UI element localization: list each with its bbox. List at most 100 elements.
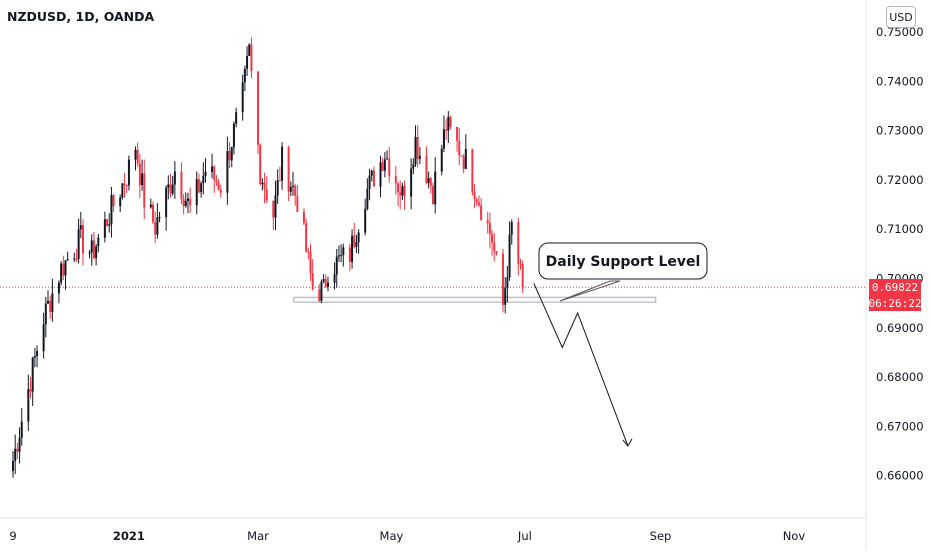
candle-body (184, 200, 187, 207)
support-zone (293, 296, 657, 303)
candle-body (351, 235, 354, 262)
candle-body (51, 293, 54, 312)
candle-body (460, 155, 463, 157)
candle-body (97, 237, 100, 247)
candle-body (257, 71, 259, 145)
candle-body (348, 247, 351, 262)
candle-body (311, 273, 314, 290)
candle-body (495, 251, 498, 254)
candle-body (458, 140, 461, 156)
projection-layer (533, 283, 633, 447)
candle-body (213, 166, 216, 181)
bar-countdown-label: 06:26:22 (868, 295, 922, 312)
candle-body (250, 44, 253, 72)
candle-body (195, 179, 198, 206)
time-axis[interactable]: 9 2021 Mar May Jul Sep Nov (9, 529, 805, 543)
candle-body (263, 182, 266, 190)
candle-body (366, 188, 369, 209)
candle-body (16, 448, 19, 452)
y-tick-label: 0.74000 (876, 74, 924, 88)
x-tick-label: 2021 (113, 529, 145, 543)
candle-body (456, 127, 459, 141)
candle-body (432, 186, 434, 205)
candle-body (119, 197, 122, 207)
candle-body (18, 437, 21, 452)
candle-body (287, 146, 290, 192)
candle-body (506, 277, 509, 289)
candle-body (180, 171, 183, 200)
candle-body (302, 211, 305, 224)
y-tick-label: 0.73000 (876, 124, 924, 138)
candle-body (261, 182, 264, 185)
candle-body (136, 149, 139, 164)
candle-body (445, 129, 448, 131)
price-axis[interactable]: 0.750000.740000.730000.720000.710000.700… (876, 25, 924, 482)
candle-body (412, 164, 415, 169)
candle-body (64, 260, 67, 276)
candle-body (197, 179, 200, 193)
callout-label: Daily Support Level (546, 254, 701, 270)
candles-layer (12, 37, 524, 478)
candle-body (335, 256, 338, 275)
candle-body (504, 288, 507, 305)
candle-body (399, 192, 402, 196)
candle-body (394, 176, 397, 184)
candle-body (449, 116, 452, 128)
candle-body (235, 112, 238, 124)
candle-body (477, 202, 480, 206)
candle-body (340, 255, 343, 257)
candle-body (44, 303, 47, 325)
candle-body (232, 123, 235, 148)
currency-button[interactable]: USD (886, 6, 916, 28)
candle-body (502, 253, 504, 305)
candle-body (215, 180, 218, 183)
candle-body (510, 221, 513, 235)
candle-body (73, 258, 76, 260)
candle-body (388, 158, 391, 177)
candle-body (226, 151, 229, 193)
candle-body (337, 255, 340, 257)
candle-body (66, 259, 69, 261)
candle-body (134, 149, 137, 160)
candle-body (493, 242, 496, 252)
candle-body (521, 264, 524, 289)
candle-body (243, 68, 246, 83)
y-tick-label: 0.68000 (876, 370, 924, 384)
candle-body (77, 229, 80, 259)
candle-body (169, 184, 172, 194)
candle-body (246, 55, 249, 69)
candle-body (333, 274, 336, 283)
candle-body (318, 289, 321, 301)
candle-body (259, 144, 262, 185)
candle-body (62, 263, 65, 276)
candle-body (33, 356, 36, 358)
candle-body (228, 151, 231, 161)
candle-body (12, 461, 14, 471)
candle-body (381, 162, 384, 171)
y-tick-label: 0.67000 (876, 419, 924, 433)
candle-body (90, 240, 93, 253)
candle-body (189, 198, 192, 206)
candle-body (204, 171, 207, 176)
candle-body (123, 183, 126, 185)
candle-body (342, 247, 345, 256)
candle-body (49, 300, 52, 312)
candle-body (187, 198, 189, 201)
candle-body (200, 183, 203, 193)
candle-body (486, 220, 489, 223)
candle-body (143, 173, 146, 208)
candle-body (410, 168, 413, 197)
candle-body (274, 195, 277, 218)
candle-body (357, 232, 360, 243)
candle-body (141, 173, 144, 185)
candle-body (491, 234, 494, 243)
support-zone-layer (0, 286, 866, 303)
candle-body (305, 223, 308, 252)
candle-body (397, 183, 399, 193)
candle-body (156, 217, 159, 235)
candle-body (414, 136, 417, 165)
candle-body (289, 186, 292, 192)
candle-body (440, 148, 443, 172)
